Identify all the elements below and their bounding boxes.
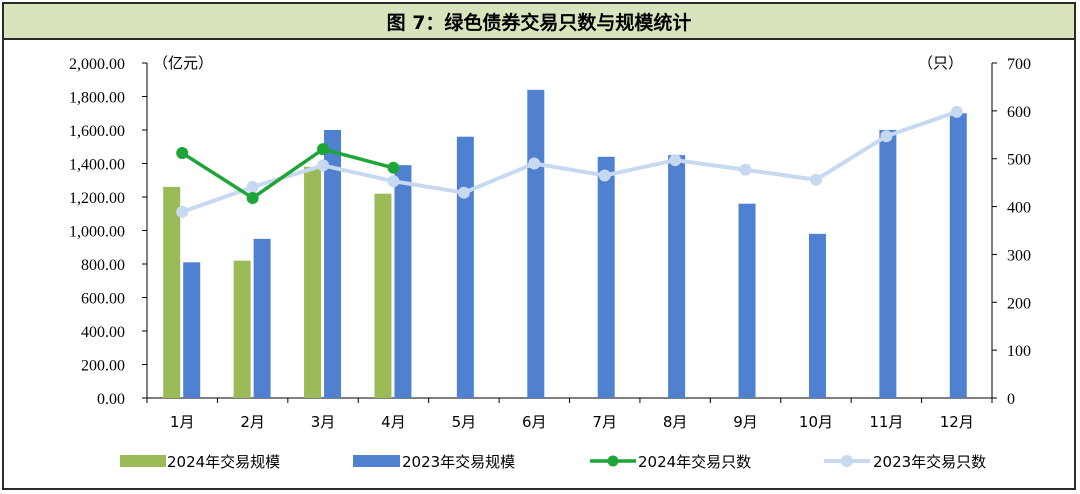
right-axis-tick-label: 600 <box>1007 104 1031 121</box>
chart-title: 图 7：绿色债券交易只数与规模统计 <box>386 11 692 34</box>
bar-2023-scale <box>394 165 412 398</box>
x-axis-tick-label: 11月 <box>869 413 903 431</box>
count-2023-point <box>598 169 611 182</box>
bar-2023-scale <box>738 203 756 398</box>
x-axis-tick-label: 4月 <box>381 413 406 431</box>
x-axis-tick-label: 9月 <box>733 413 758 431</box>
count-2023-point <box>809 173 822 186</box>
right-axis-tick-label: 0 <box>1007 391 1015 408</box>
y-right-unit-label: （只） <box>918 54 963 72</box>
count-2024-point <box>246 191 259 204</box>
left-axis-tick-label: 2,000.00 <box>69 56 125 73</box>
count-2023-point <box>528 157 541 170</box>
x-axis-tick-label: 1月 <box>170 413 195 431</box>
count-2023-point <box>457 186 470 199</box>
bar-2024-scale <box>163 186 181 398</box>
left-axis-tick-label: 1,400.00 <box>69 157 125 174</box>
right-axis-tick-label: 200 <box>1007 295 1031 312</box>
x-axis-tick-label: 12月 <box>940 413 974 431</box>
x-axis-tick-label: 8月 <box>663 413 688 431</box>
bar-2024-scale <box>374 193 392 398</box>
legend-label-2023-count: 2023年交易只数 <box>873 453 986 471</box>
legend-swatch-2024-scale <box>120 455 166 467</box>
left-axis-tick-label: 400.00 <box>81 324 125 341</box>
bar-2023-scale <box>253 238 271 398</box>
bar-2023-scale <box>324 130 342 398</box>
count-2023-point <box>317 159 330 172</box>
bar-2023-scale <box>879 130 897 398</box>
bar-2023-scale <box>808 233 826 398</box>
count-2023-line <box>181 109 958 214</box>
legend-marker-2024-count <box>607 455 619 467</box>
bar-2023-scale <box>668 155 686 398</box>
x-axis-tick-label: 6月 <box>522 413 547 431</box>
count-2023-point <box>387 175 400 188</box>
count-2024-line <box>181 147 394 200</box>
left-axis-tick-label: 1,000.00 <box>69 224 125 241</box>
count-2023-point <box>176 205 189 218</box>
bar-2023-scale <box>949 113 967 398</box>
count-2023-point <box>246 180 259 193</box>
bar-2023-scale <box>456 136 474 398</box>
legend-marker-2023-count <box>841 455 853 467</box>
right-axis-tick-label: 300 <box>1007 247 1031 264</box>
legend-label-2024-count: 2024年交易只数 <box>638 453 751 471</box>
left-axis-tick-label: 0.00 <box>97 391 125 408</box>
x-axis-tick-label: 3月 <box>311 413 336 431</box>
left-axis-tick-label: 1,800.00 <box>69 90 125 107</box>
count-2023-point <box>739 163 752 176</box>
x-axis-tick-label: 2月 <box>240 413 265 431</box>
legend-label-2023-scale: 2023年交易规模 <box>402 453 515 471</box>
bar-2024-scale <box>304 166 322 398</box>
bar-2023-scale <box>597 156 615 398</box>
x-axis-tick-label: 10月 <box>799 413 833 431</box>
title-bar: 图 7：绿色债券交易只数与规模统计 <box>4 4 1074 40</box>
left-axis-tick-label: 1,200.00 <box>69 190 125 207</box>
left-axis-tick-label: 800.00 <box>81 257 125 274</box>
x-axis-tick-label: 7月 <box>592 413 617 431</box>
count-2023-point <box>669 154 682 167</box>
left-axis-tick-label: 1,600.00 <box>69 123 125 140</box>
right-axis-tick-label: 700 <box>1007 56 1031 73</box>
legend-label-2024-scale: 2024年交易规模 <box>167 453 280 471</box>
count-2024-point <box>317 143 330 156</box>
count-2024-point <box>387 161 400 174</box>
right-axis-tick-label: 500 <box>1007 152 1031 169</box>
right-axis-tick-label: 100 <box>1007 343 1031 360</box>
left-axis-tick-label: 600.00 <box>81 291 125 308</box>
bar-2023-scale <box>183 262 201 398</box>
bar-2024-scale <box>233 260 251 398</box>
x-axis-tick-label: 5月 <box>452 413 477 431</box>
bar-2023-scale <box>527 89 545 399</box>
count-2023-point <box>880 130 893 143</box>
y-left-unit-label: （亿元） <box>153 54 213 72</box>
left-axis-tick-label: 200.00 <box>81 358 125 375</box>
count-2024-point <box>176 146 189 159</box>
right-axis-tick-label: 400 <box>1007 200 1031 217</box>
count-2023-point <box>950 105 963 118</box>
legend-swatch-2023-scale <box>353 455 400 467</box>
